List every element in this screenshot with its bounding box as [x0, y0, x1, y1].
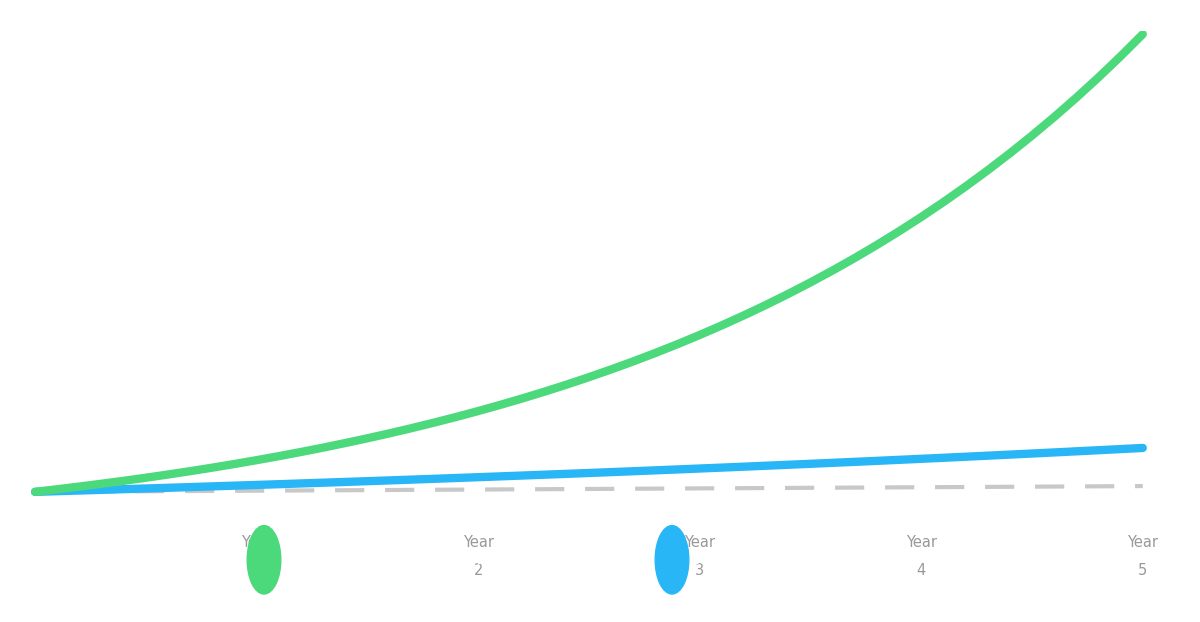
Text: Year: Year: [684, 535, 715, 550]
Text: Industry average: Industry average: [694, 552, 848, 567]
Text: Year: Year: [241, 535, 272, 550]
Text: 2: 2: [474, 563, 482, 578]
Text: 1: 1: [252, 563, 262, 578]
Text: Accelerated pace of innovation: Accelerated pace of innovation: [286, 552, 566, 567]
Text: 3: 3: [695, 563, 704, 578]
Text: Year: Year: [463, 535, 493, 550]
Text: 4: 4: [917, 563, 926, 578]
Text: Year: Year: [1127, 535, 1158, 550]
Text: Year: Year: [906, 535, 937, 550]
Ellipse shape: [655, 526, 689, 594]
Ellipse shape: [247, 526, 281, 594]
Text: 5: 5: [1138, 563, 1147, 578]
